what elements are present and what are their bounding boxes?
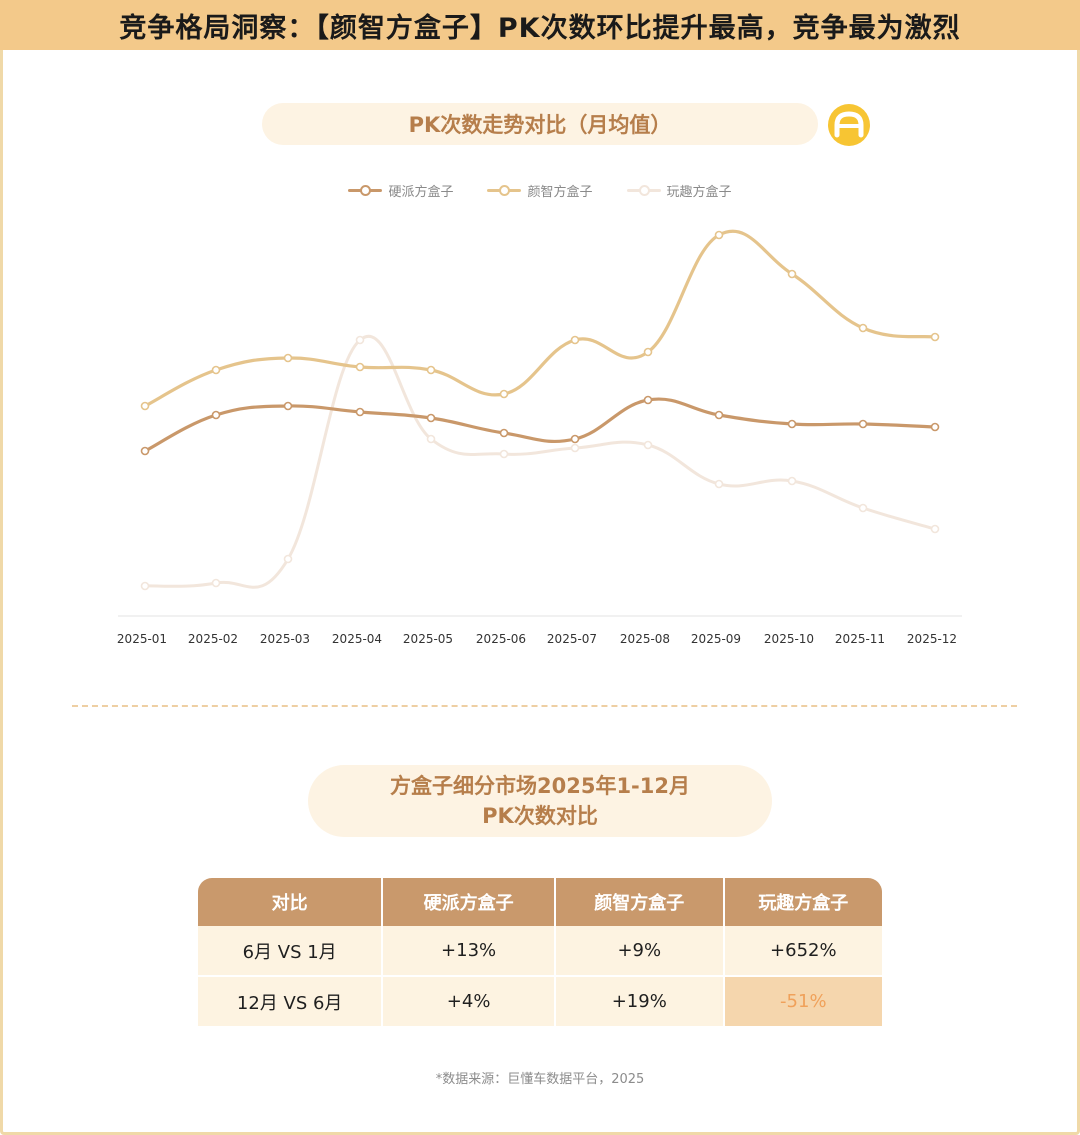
data-point-smart (355, 362, 365, 372)
header-bar: 竞争格局洞察：【颜智方盒子】PK次数环比提升最高，竞争最为激烈 (0, 0, 1080, 50)
data-point-fun (355, 335, 365, 345)
line-chart: 2025-01 2025-02 2025-03 2025-04 2025-05 2025-… (117, 229, 962, 646)
data-point-hardcore (355, 407, 365, 417)
table-cell-highlight: -51% (724, 977, 882, 1028)
data-point-fun (211, 578, 221, 588)
data-point-hardcore (930, 422, 940, 432)
data-point-smart (211, 365, 221, 375)
comparison-title-line1: 方盒子细分市场2025年1-12月 (390, 774, 690, 798)
legend-label-fun: 玩趣方盒子 (666, 184, 732, 200)
data-point-smart (283, 353, 293, 363)
series-line-fun (144, 335, 936, 589)
legend-item-fun: 玩趣方盒子 (626, 180, 732, 200)
table-row: 12月 VS 6月 +4% +19% -51% (198, 977, 882, 1028)
table-header-row: 对比 硬派方盒子 颜智方盒子 玩趣方盒子 (198, 878, 882, 926)
x-tick-label: 2025-05 (403, 632, 453, 646)
x-tick-label: 2025-07 (547, 632, 597, 646)
data-point-fun (283, 554, 293, 564)
data-point-smart (570, 335, 580, 345)
chart-title: PK次数走势对比（月均值） (408, 113, 672, 137)
table-cell: +652% (724, 926, 882, 977)
comparison-title-pill: 方盒子细分市场2025年1-12月 PK次数对比 (308, 765, 772, 837)
data-point-smart (714, 230, 724, 240)
legend-swatch-hardcore (348, 183, 383, 197)
data-point-fun (930, 524, 940, 534)
data-point-hardcore (858, 419, 868, 429)
data-point-hardcore (211, 410, 221, 420)
series-line-hardcore (144, 397, 936, 453)
legend-label-hardcore: 硬派方盒子 (388, 184, 454, 200)
data-point-smart (787, 269, 797, 279)
x-tick-label: 2025-02 (188, 632, 238, 646)
data-point-smart (930, 332, 940, 342)
chart-legend: 硬派方盒子 颜智方盒子 玩趣方盒子 (0, 180, 1080, 200)
x-tick-label: 2025-09 (691, 632, 741, 646)
footnote: *数据来源：巨懂车数据平台，2025 (435, 1072, 645, 1087)
data-point-hardcore (570, 434, 580, 444)
x-tick-label: 2025-11 (835, 632, 885, 646)
data-point-fun (426, 434, 436, 444)
comparison-table: 对比 硬派方盒子 颜智方盒子 玩趣方盒子 6月 VS 1月 +13% +9% +… (198, 878, 882, 1028)
comparison-title-line2: PK次数对比 (482, 804, 598, 828)
table-cell: +9% (555, 926, 725, 977)
x-tick-label: 2025-01 (117, 632, 167, 646)
table-header-cell: 硬派方盒子 (383, 878, 556, 926)
data-point-smart (140, 401, 150, 411)
table-cell: 12月 VS 6月 (198, 977, 384, 1028)
data-point-fun (787, 476, 797, 486)
section-divider (72, 705, 1017, 707)
table-header-cell: 颜智方盒子 (555, 878, 725, 926)
data-point-fun (140, 581, 150, 591)
legend-swatch-smart (487, 183, 522, 197)
brand-logo-icon (828, 104, 870, 146)
data-point-smart (426, 365, 436, 375)
data-point-hardcore (426, 413, 436, 423)
legend-swatch-fun (626, 183, 661, 197)
data-point-smart (499, 389, 509, 399)
table-cell: +13% (383, 926, 556, 977)
data-point-fun (858, 503, 868, 513)
data-point-hardcore (714, 410, 724, 420)
page-title: 竞争格局洞察：【颜智方盒子】PK次数环比提升最高，竞争最为激烈 (119, 12, 961, 44)
data-point-hardcore (283, 401, 293, 411)
table-header-cell: 对比 (198, 878, 384, 926)
x-tick-label: 2025-06 (476, 632, 526, 646)
table-header-cell: 玩趣方盒子 (724, 878, 882, 926)
x-tick-label: 2025-08 (620, 632, 670, 646)
legend-item-smart: 颜智方盒子 (487, 180, 593, 200)
data-point-fun (499, 449, 509, 459)
data-point-smart (858, 323, 868, 333)
data-point-hardcore (787, 419, 797, 429)
x-tick-label: 2025-04 (332, 632, 382, 646)
table-cell: +4% (383, 977, 556, 1028)
table-row: 6月 VS 1月 +13% +9% +652% (198, 926, 882, 977)
data-point-smart (643, 347, 653, 357)
x-tick-label: 2025-12 (907, 632, 957, 646)
data-point-fun (714, 479, 724, 489)
data-point-hardcore (499, 428, 509, 438)
data-point-fun (570, 443, 580, 453)
x-tick-label: 2025-10 (764, 632, 814, 646)
x-tick-label: 2025-03 (260, 632, 310, 646)
series-line-smart (144, 229, 936, 408)
legend-label-smart: 颜智方盒子 (527, 184, 593, 200)
chart-title-pill: PK次数走势对比（月均值） (262, 103, 818, 145)
data-point-hardcore (140, 446, 150, 456)
data-point-hardcore (643, 395, 653, 405)
table-cell: 6月 VS 1月 (198, 926, 384, 977)
legend-item-hardcore: 硬派方盒子 (348, 180, 453, 200)
table-cell: +19% (555, 977, 725, 1028)
data-point-fun (643, 440, 653, 450)
